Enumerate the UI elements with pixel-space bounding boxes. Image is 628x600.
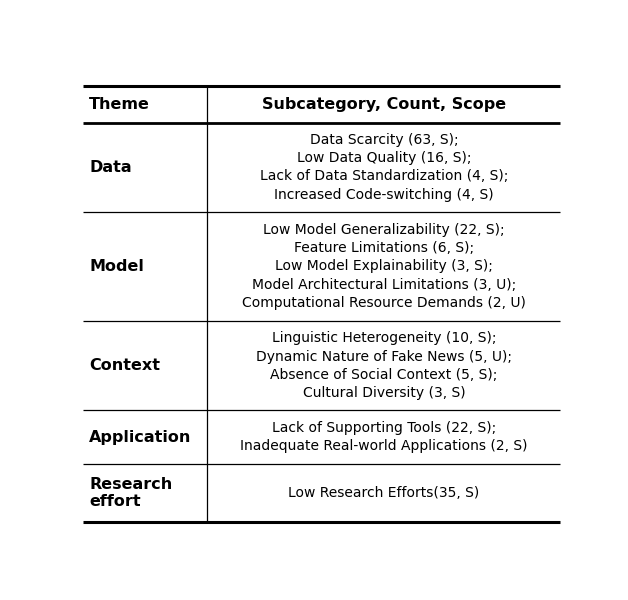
Text: Application: Application bbox=[89, 430, 192, 445]
Text: Data: Data bbox=[89, 160, 132, 175]
Text: Lack of Supporting Tools (22, S);
Inadequate Real-world Applications (2, S): Lack of Supporting Tools (22, S); Inadeq… bbox=[240, 421, 528, 454]
Text: Model: Model bbox=[89, 259, 144, 274]
Text: Subcategory, Count, Scope: Subcategory, Count, Scope bbox=[262, 97, 506, 112]
Text: Low Model Generalizability (22, S);
Feature Limitations (6, S);
Low Model Explai: Low Model Generalizability (22, S); Feat… bbox=[242, 223, 526, 310]
Text: Context: Context bbox=[89, 358, 160, 373]
Text: Theme: Theme bbox=[89, 97, 150, 112]
Text: Research
effort: Research effort bbox=[89, 477, 173, 509]
Text: Linguistic Heterogeneity (10, S);
Dynamic Nature of Fake News (5, U);
Absence of: Linguistic Heterogeneity (10, S); Dynami… bbox=[256, 331, 512, 400]
Text: Low Research Efforts(35, S): Low Research Efforts(35, S) bbox=[288, 486, 480, 500]
Text: Data Scarcity (63, S);
Low Data Quality (16, S);
Lack of Data Standardization (4: Data Scarcity (63, S); Low Data Quality … bbox=[260, 133, 508, 202]
